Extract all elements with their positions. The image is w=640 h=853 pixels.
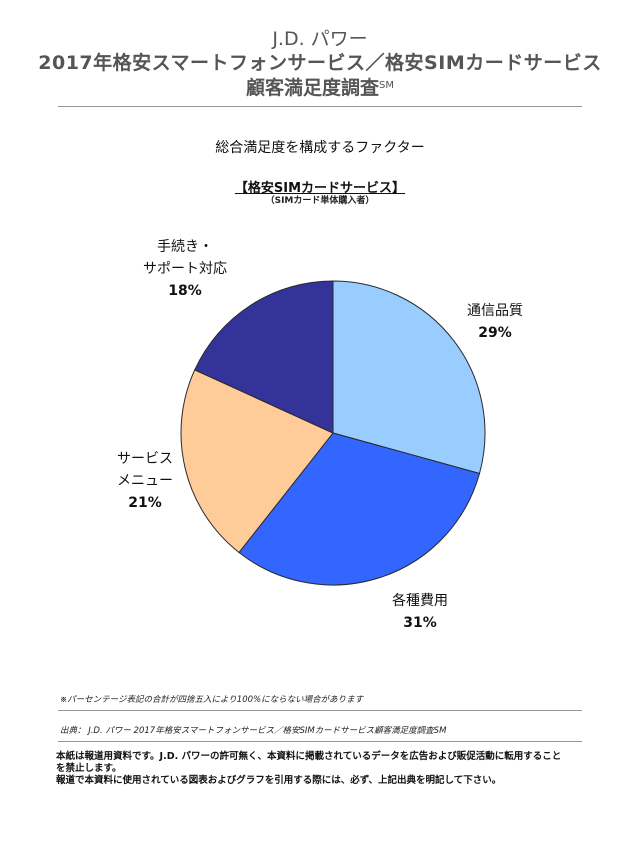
footnote-divider bbox=[58, 710, 582, 711]
slice-value-2: 21% bbox=[128, 495, 162, 511]
study-subtitle: 顧客満足度調査SM bbox=[0, 76, 640, 100]
slice-value-3: 18% bbox=[168, 283, 202, 299]
disclaimer-line-2: を禁止します。 bbox=[56, 763, 122, 774]
base-label: （SIMカード単体購入者） bbox=[265, 196, 375, 206]
report-header: J.D. パワー 2017年格安スマートフォンサービス／格安SIMカードサービス… bbox=[0, 28, 640, 100]
disclaimer: 本紙は報道用資料です。J.D. パワーの許可無く、本資料に掲載されているデータを… bbox=[56, 751, 596, 787]
pie-slice-0 bbox=[332, 280, 486, 475]
footnote: ※パーセンテージ表記の合計が四捨五入により100%にならない場合があります bbox=[60, 695, 364, 705]
slice-name-3-line-0: 手続き・ bbox=[157, 239, 213, 255]
segment-label-text: 【格安SIMカードサービス】 bbox=[234, 181, 406, 196]
slice-label-3: 手続き・ サポート対応 18% bbox=[130, 236, 240, 302]
slice-value-0: 29% bbox=[478, 325, 512, 341]
source-note: 出典： J.D. パワー 2017年格安スマートフォンサービス／格安SIMカード… bbox=[60, 726, 447, 736]
pie-slice-3 bbox=[194, 280, 334, 434]
study-subtitle-text: 顧客満足度調査 bbox=[246, 77, 380, 99]
disclaimer-line-3: 報道で本資料に使用されている図表およびグラフを引用する際には、必ず、上記出典を明… bbox=[56, 775, 502, 786]
slice-label-2: サービス メニュー 21% bbox=[90, 448, 200, 514]
source-divider bbox=[58, 741, 582, 742]
slice-name-0-line-0: 通信品質 bbox=[467, 303, 523, 319]
service-mark: SM bbox=[379, 80, 394, 91]
study-title: 2017年格安スマートフォンサービス／格安SIMカードサービス bbox=[38, 52, 602, 74]
slice-value-1: 31% bbox=[403, 615, 437, 631]
slice-name-1-line-0: 各種費用 bbox=[392, 593, 448, 609]
brand-title: J.D. パワー bbox=[272, 28, 368, 50]
slice-name-2-line-0: サービス bbox=[117, 451, 173, 467]
header-divider bbox=[58, 106, 582, 107]
pie-slice-2 bbox=[180, 369, 334, 554]
disclaimer-line-1: 本紙は報道用資料です。J.D. パワーの許可無く、本資料に掲載されているデータを… bbox=[56, 751, 562, 762]
segment-label: 【格安SIMカードサービス】 bbox=[0, 177, 640, 196]
slice-name-3-line-1: サポート対応 bbox=[143, 261, 227, 277]
chart-title: 総合満足度を構成するファクター bbox=[215, 140, 425, 156]
slice-label-1: 各種費用 31% bbox=[365, 590, 475, 634]
pie-slice-1 bbox=[238, 432, 481, 586]
slice-label-0: 通信品質 29% bbox=[440, 300, 550, 344]
slice-name-2-line-1: メニュー bbox=[117, 473, 173, 489]
